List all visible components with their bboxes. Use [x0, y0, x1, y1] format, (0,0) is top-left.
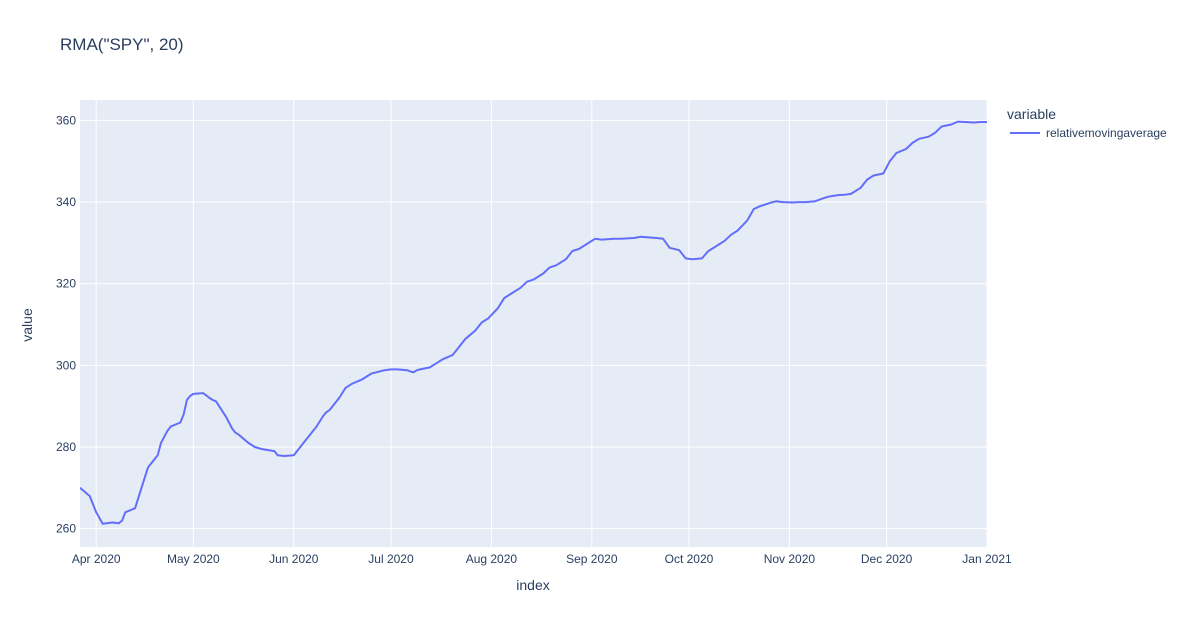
- y-tick-label: 360: [56, 113, 76, 127]
- plot-area: [80, 100, 987, 547]
- x-axis-title: index: [516, 577, 549, 593]
- x-tick-label: Nov 2020: [764, 552, 816, 566]
- y-tick-label: 320: [56, 277, 76, 291]
- x-tick-label: Aug 2020: [466, 552, 518, 566]
- x-tick-label: Oct 2020: [665, 552, 714, 566]
- series-line-relativemovingaverage: [80, 120, 987, 525]
- y-tick-label: 280: [56, 440, 76, 454]
- x-axis-ticks: Apr 2020 May 2020 Jun 2020 Jul 2020 Aug 2020…: [72, 552, 1012, 566]
- y-gridlines: [80, 119, 987, 530]
- y-axis-ticks: 260 280 300 320 340 360: [56, 113, 76, 535]
- legend-title: variable: [1007, 106, 1056, 122]
- x-tick-label: Sep 2020: [566, 552, 618, 566]
- x-tick-label: Apr 2020: [72, 552, 121, 566]
- x-tick-label: Jun 2020: [269, 552, 319, 566]
- legend-item-label[interactable]: relativemovingaverage: [1046, 126, 1167, 140]
- x-tick-label: Dec 2020: [861, 552, 913, 566]
- x-tick-label: Jul 2020: [368, 552, 414, 566]
- x-tick-label: Jan 2021: [962, 552, 1012, 566]
- y-tick-label: 340: [56, 195, 76, 209]
- legend: variable relativemovingaverage: [1007, 106, 1167, 140]
- x-gridlines: [95, 100, 988, 547]
- y-tick-label: 300: [56, 358, 76, 372]
- y-axis-title: value: [19, 308, 35, 342]
- y-tick-label: 260: [56, 522, 76, 536]
- x-tick-label: May 2020: [167, 552, 220, 566]
- chart-title: RMA("SPY", 20): [60, 35, 184, 54]
